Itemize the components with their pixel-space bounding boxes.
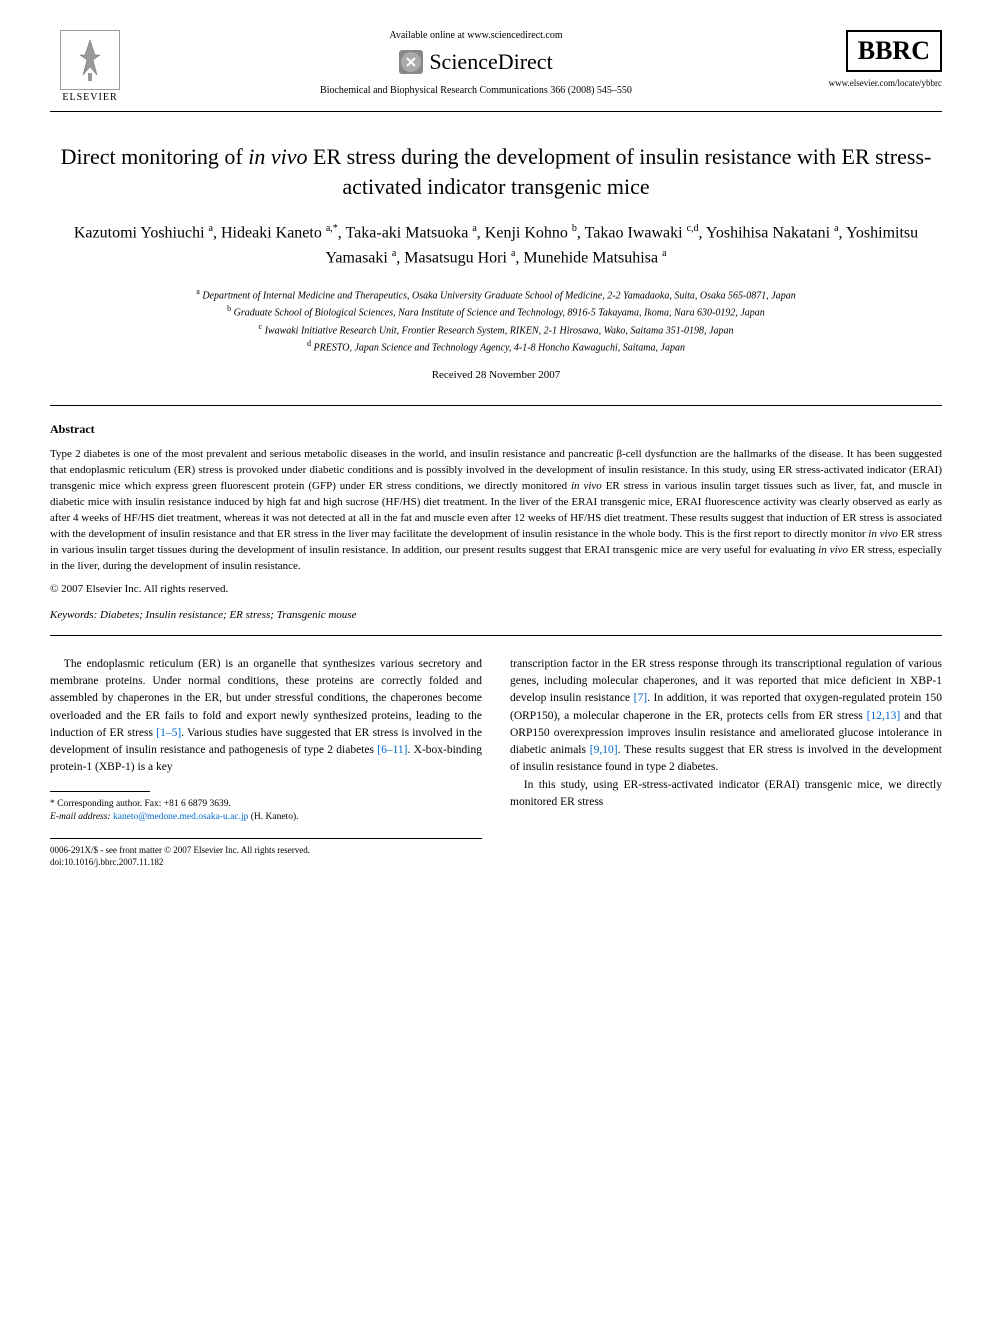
email-label: E-mail address: (50, 812, 111, 822)
left-column: The endoplasmic reticulum (ER) is an org… (50, 656, 482, 869)
header-rule (50, 111, 942, 112)
footer-line1: 0006-291X/$ - see front matter © 2007 El… (50, 845, 482, 857)
elsevier-tree-icon (60, 30, 120, 90)
keywords-bottom-rule (50, 635, 942, 636)
header-row: ELSEVIER Available online at www.science… (50, 30, 942, 103)
body-para-2: transcription factor in the ER stress re… (510, 656, 942, 777)
abstract-heading: Abstract (50, 422, 942, 437)
abstract-top-rule (50, 405, 942, 406)
body-columns: The endoplasmic reticulum (ER) is an org… (50, 656, 942, 869)
abstract-copyright: © 2007 Elsevier Inc. All rights reserved… (50, 583, 942, 595)
affiliations: a Department of Internal Medicine and Th… (50, 286, 942, 355)
authors-list: Kazutomi Yoshiuchi a, Hideaki Kaneto a,*… (50, 221, 942, 270)
article-title: Direct monitoring of in vivo ER stress d… (50, 142, 942, 201)
email-line: E-mail address: kaneto@medone.med.osaka-… (50, 811, 482, 824)
keywords-label: Keywords: (50, 609, 97, 621)
bbrc-url: www.elsevier.com/locate/ybbrc (822, 78, 942, 88)
body-para-3: In this study, using ER-stress-activated… (510, 777, 942, 812)
right-column: transcription factor in the ER stress re… (510, 656, 942, 869)
footnote-separator (50, 791, 150, 792)
email-link[interactable]: kaneto@medone.med.osaka-u.ac.jp (113, 812, 248, 822)
footnote-block: * Corresponding author. Fax: +81 6 6879 … (50, 798, 482, 825)
footer-text: 0006-291X/$ - see front matter © 2007 El… (50, 845, 482, 868)
bbrc-logo: BBRC (846, 30, 942, 72)
center-header: Available online at www.sciencedirect.co… (130, 30, 822, 96)
abstract-text: Type 2 diabetes is one of the most preva… (50, 447, 942, 575)
journal-reference: Biochemical and Biophysical Research Com… (130, 85, 822, 96)
keywords: Keywords: Diabetes; Insulin resistance; … (50, 609, 942, 621)
keywords-text: Diabetes; Insulin resistance; ER stress;… (100, 609, 356, 621)
footer-rule (50, 838, 482, 839)
available-online-text: Available online at www.sciencedirect.co… (130, 30, 822, 41)
bbrc-block: BBRC www.elsevier.com/locate/ybbrc (822, 30, 942, 88)
footer-line2: doi:10.1016/j.bbrc.2007.11.182 (50, 857, 482, 869)
sciencedirect-logo: ScienceDirect (130, 49, 822, 75)
received-date: Received 28 November 2007 (50, 369, 942, 381)
email-suffix: (H. Kaneto). (251, 812, 299, 822)
body-para-1: The endoplasmic reticulum (ER) is an org… (50, 656, 482, 777)
elsevier-label: ELSEVIER (62, 92, 117, 103)
sciencedirect-text: ScienceDirect (429, 49, 552, 75)
sciencedirect-icon (399, 50, 423, 74)
corresponding-author: * Corresponding author. Fax: +81 6 6879 … (50, 798, 482, 811)
elsevier-logo: ELSEVIER (50, 30, 130, 103)
